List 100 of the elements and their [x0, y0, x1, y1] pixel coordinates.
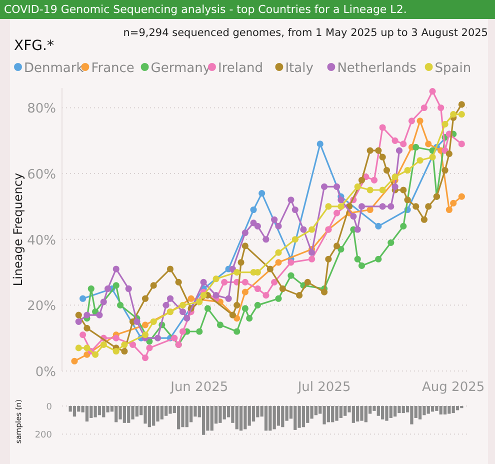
point — [292, 236, 298, 243]
point — [392, 183, 398, 190]
point — [212, 276, 220, 282]
point — [388, 203, 394, 210]
bar — [448, 406, 451, 414]
point — [425, 140, 432, 148]
bar — [222, 406, 226, 420]
point — [325, 203, 332, 210]
point — [358, 203, 366, 210]
y-tick-label: 0% — [35, 365, 56, 380]
point — [420, 216, 428, 223]
point — [216, 322, 224, 328]
point — [242, 242, 248, 250]
point — [266, 266, 274, 272]
point — [184, 315, 190, 322]
bar — [98, 406, 102, 416]
point — [188, 295, 194, 302]
legend-label: Ireland — [218, 61, 263, 76]
bar — [389, 406, 392, 418]
point — [375, 147, 382, 154]
point — [308, 256, 316, 262]
bar — [344, 406, 347, 416]
bar — [256, 406, 260, 418]
point — [234, 268, 240, 276]
point — [179, 328, 186, 335]
point — [204, 305, 212, 312]
y-tick-label: 20% — [27, 299, 56, 314]
point — [400, 140, 407, 148]
legend-label: Germany — [150, 61, 211, 76]
bar — [114, 406, 118, 422]
point — [179, 308, 186, 316]
point — [458, 193, 465, 200]
point — [166, 266, 174, 272]
point — [338, 196, 344, 204]
point — [458, 140, 465, 148]
bar — [177, 406, 180, 430]
point — [288, 259, 294, 266]
point — [379, 186, 386, 194]
point — [92, 351, 99, 358]
bar — [422, 406, 426, 416]
point — [262, 292, 270, 299]
point — [366, 186, 374, 194]
point — [121, 341, 128, 348]
point — [234, 302, 240, 308]
point — [296, 292, 303, 299]
point — [84, 312, 90, 318]
point — [271, 278, 278, 286]
legend-label: Spain — [434, 61, 472, 76]
point — [112, 334, 120, 342]
bar — [94, 406, 97, 418]
point — [129, 341, 136, 348]
bar — [376, 406, 380, 416]
point — [300, 226, 307, 233]
point — [242, 288, 248, 296]
point — [242, 229, 248, 236]
bar — [156, 406, 160, 422]
point — [142, 295, 149, 302]
point — [112, 266, 120, 272]
bar — [352, 406, 355, 423]
bar — [314, 406, 318, 416]
point — [100, 341, 107, 348]
point — [75, 312, 82, 318]
point — [121, 348, 128, 355]
point — [400, 186, 407, 194]
text: COVID-19 Genomic Sequencing analysis - top Countries for a Lineage L2. — [4, 3, 407, 16]
y-tick-label: 40% — [27, 233, 56, 248]
point — [242, 305, 248, 312]
point — [358, 176, 366, 184]
point — [166, 295, 174, 302]
bar — [264, 406, 268, 431]
point — [379, 124, 386, 131]
point — [354, 256, 361, 262]
x-tick-label: Aug 2025 — [422, 380, 485, 395]
point — [150, 282, 157, 289]
bar — [381, 406, 384, 420]
point — [112, 282, 120, 289]
point — [254, 222, 261, 230]
point — [234, 328, 240, 335]
bar — [322, 406, 326, 424]
point — [458, 101, 465, 108]
point — [250, 206, 257, 214]
point — [275, 259, 282, 266]
legend-label: Denmark — [24, 61, 84, 76]
bar — [360, 406, 364, 421]
bar — [331, 406, 334, 422]
point — [196, 298, 203, 306]
point — [134, 318, 140, 325]
point — [242, 278, 248, 286]
point — [71, 358, 78, 364]
point — [75, 318, 82, 325]
point — [412, 203, 420, 210]
point — [392, 137, 398, 144]
point — [271, 216, 278, 223]
point — [288, 196, 294, 204]
point — [154, 334, 162, 342]
point — [420, 104, 428, 112]
bar — [276, 406, 280, 426]
point — [388, 239, 394, 246]
bar — [294, 406, 297, 430]
point — [438, 104, 444, 112]
